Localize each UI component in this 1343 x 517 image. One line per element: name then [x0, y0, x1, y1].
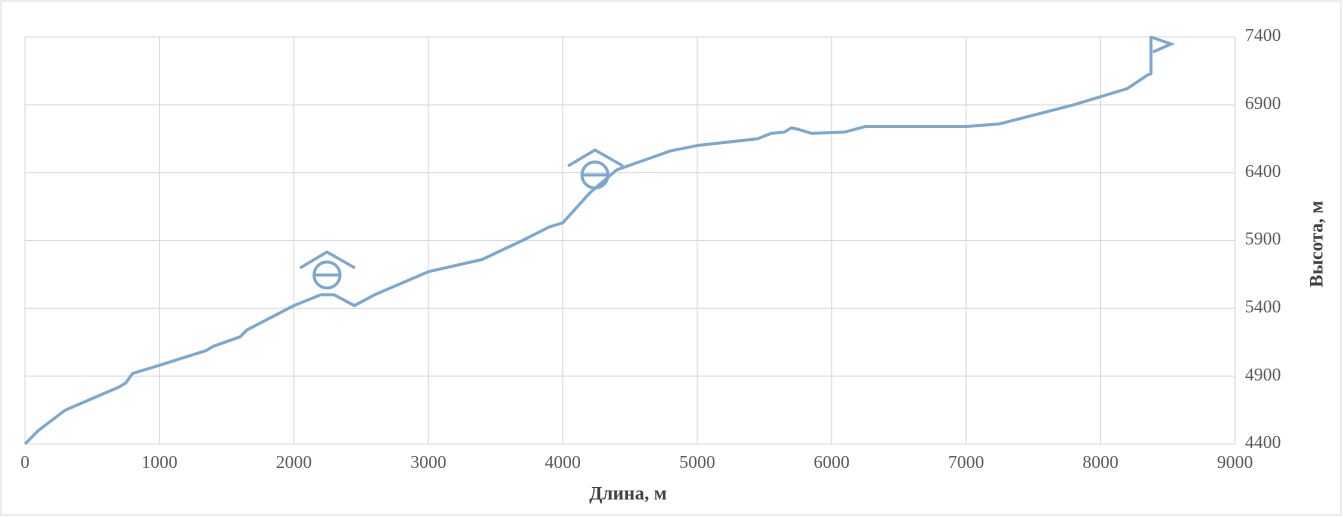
x-tick-label: 4000: [545, 452, 581, 472]
x-tick-label: 2000: [276, 452, 312, 472]
x-tick-label: 8000: [1083, 452, 1119, 472]
x-tick-label: 3000: [410, 452, 446, 472]
elevation-line: [23, 72, 1153, 446]
x-tick-label: 5000: [679, 452, 715, 472]
y-axis-title: Высота, м: [1306, 201, 1327, 288]
camp-icon: [299, 250, 356, 290]
y-tick-label: 6400: [1245, 161, 1281, 181]
x-tick-label: 6000: [814, 452, 850, 472]
y-tick-label: 5400: [1245, 296, 1281, 316]
y-tick-label: 4400: [1245, 432, 1281, 452]
x-tick-label: 9000: [1217, 452, 1253, 472]
x-tick-label: 1000: [141, 452, 177, 472]
x-tick-label: 0: [21, 452, 30, 472]
y-tick-label: 6900: [1245, 93, 1281, 113]
x-axis-title: Длина, м: [589, 483, 667, 504]
x-tick-label: 7000: [948, 452, 984, 472]
y-tick-label: 7400: [1245, 25, 1281, 45]
y-tick-label: 4900: [1245, 364, 1281, 384]
summit-flag: [1149, 35, 1176, 74]
y-tick-label: 5900: [1245, 229, 1281, 249]
